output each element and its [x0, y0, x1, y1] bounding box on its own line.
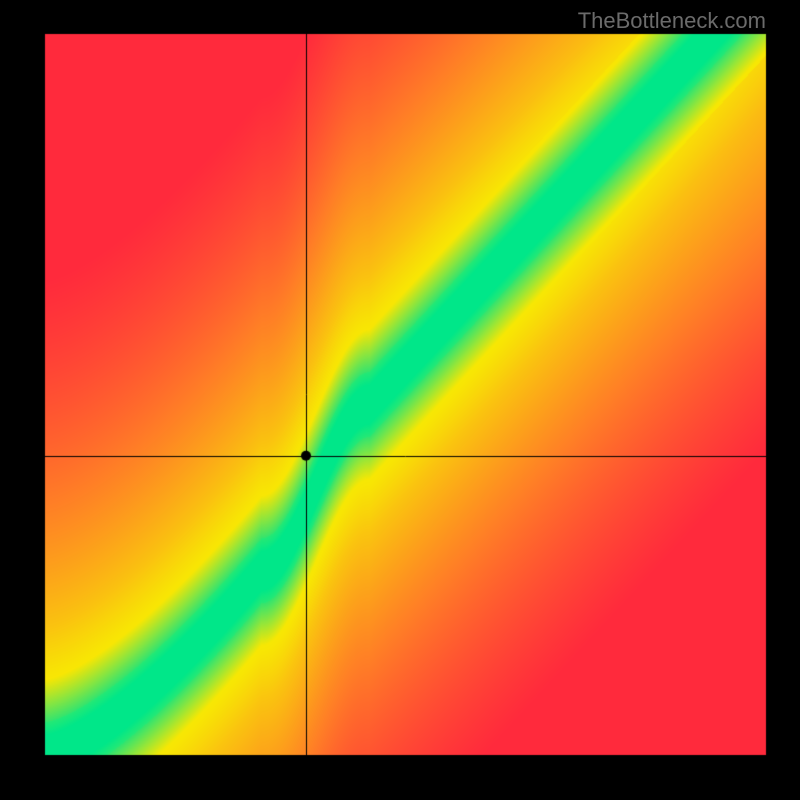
watermark-label: TheBottleneck.com [578, 8, 766, 34]
chart-container: TheBottleneck.com [0, 0, 800, 800]
heatmap-canvas [0, 0, 800, 800]
